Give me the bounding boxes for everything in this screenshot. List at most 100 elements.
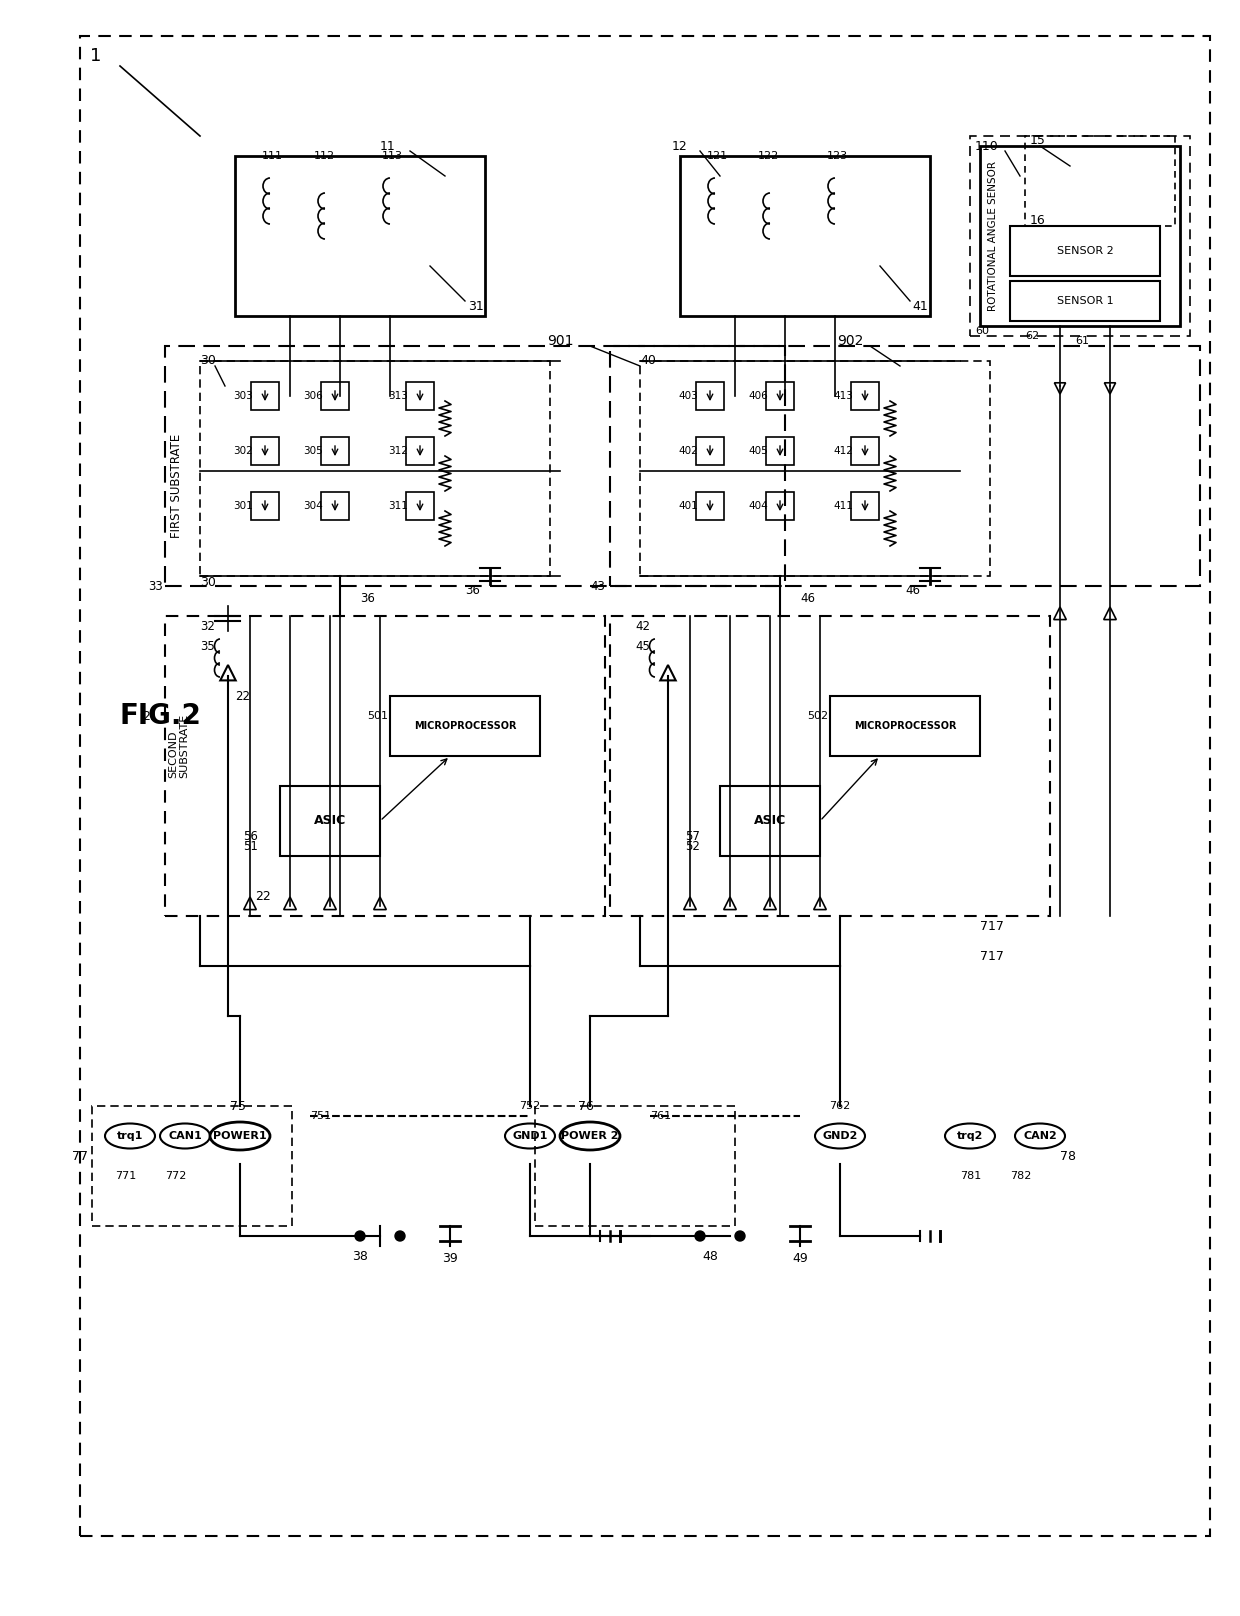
Text: SENSOR 1: SENSOR 1 [1056, 296, 1114, 305]
Bar [405, 381, 434, 410]
Text: POWER1: POWER1 [213, 1131, 267, 1141]
Text: 60: 60 [975, 326, 990, 336]
Ellipse shape [105, 1123, 155, 1149]
Ellipse shape [160, 1123, 210, 1149]
Text: 48: 48 [702, 1249, 718, 1262]
Text: FIG.2: FIG.2 [120, 701, 202, 730]
Text: ASIC: ASIC [754, 814, 786, 827]
Text: 761: 761 [650, 1112, 671, 1122]
Text: 62: 62 [1025, 331, 1039, 341]
Text: 501: 501 [367, 711, 388, 721]
Text: 304: 304 [303, 501, 322, 511]
Text: 717: 717 [980, 950, 1004, 963]
Text: 406: 406 [748, 391, 768, 401]
Bar [1011, 281, 1159, 322]
Text: trq1: trq1 [117, 1131, 143, 1141]
Text: 56: 56 [243, 829, 258, 842]
Circle shape [396, 1231, 405, 1241]
Text: 52: 52 [686, 839, 701, 853]
Bar [165, 616, 605, 916]
Text: 57: 57 [686, 829, 701, 842]
Text: 311: 311 [388, 501, 408, 511]
Text: 32: 32 [200, 619, 215, 632]
Bar [405, 491, 434, 520]
Bar [534, 1105, 735, 1227]
Text: 762: 762 [830, 1100, 851, 1112]
Text: 41: 41 [911, 299, 928, 312]
Text: 113: 113 [382, 150, 403, 162]
Text: 12: 12 [672, 139, 688, 152]
Text: 110: 110 [975, 139, 998, 152]
Text: 51: 51 [243, 839, 258, 853]
Text: 902: 902 [837, 335, 863, 347]
Bar [391, 696, 539, 756]
Text: 717: 717 [980, 920, 1004, 932]
Text: 301: 301 [233, 501, 253, 511]
Bar [696, 436, 724, 465]
Bar [980, 145, 1180, 326]
Text: 75: 75 [229, 1099, 246, 1112]
Text: 42: 42 [635, 619, 650, 632]
Bar [236, 157, 485, 317]
Text: 312: 312 [388, 446, 408, 456]
Bar [250, 436, 279, 465]
Text: 112: 112 [314, 150, 335, 162]
Ellipse shape [1016, 1123, 1065, 1149]
Text: 22: 22 [255, 889, 270, 902]
Bar [680, 157, 930, 317]
Text: 772: 772 [165, 1172, 186, 1181]
Bar [851, 436, 879, 465]
Bar [250, 381, 279, 410]
Text: 39: 39 [443, 1251, 458, 1264]
Text: 306: 306 [303, 391, 322, 401]
Text: 43: 43 [590, 580, 605, 593]
Bar [720, 785, 820, 856]
Text: 401: 401 [678, 501, 698, 511]
Text: 15: 15 [1030, 134, 1045, 147]
Bar [696, 381, 724, 410]
Ellipse shape [560, 1122, 620, 1151]
Text: CAN1: CAN1 [169, 1131, 202, 1141]
Text: 46: 46 [800, 591, 815, 604]
Bar [1011, 226, 1159, 276]
Text: 21: 21 [143, 709, 157, 722]
Text: 76: 76 [578, 1099, 594, 1112]
Text: 33: 33 [149, 580, 162, 593]
Text: 402: 402 [678, 446, 698, 456]
Circle shape [355, 1231, 365, 1241]
Text: 16: 16 [1030, 215, 1045, 228]
Text: trq2: trq2 [957, 1131, 983, 1141]
Text: 782: 782 [1011, 1172, 1032, 1181]
Bar [970, 136, 1190, 336]
Text: 40: 40 [640, 354, 656, 367]
Text: 77: 77 [72, 1149, 88, 1162]
Bar [165, 346, 785, 587]
Text: GND2: GND2 [822, 1131, 858, 1141]
Text: 403: 403 [678, 391, 698, 401]
Text: 78: 78 [1060, 1149, 1076, 1162]
Bar [92, 1105, 291, 1227]
Text: 303: 303 [233, 391, 253, 401]
Text: CAN2: CAN2 [1023, 1131, 1056, 1141]
Text: 404: 404 [748, 501, 768, 511]
Bar [851, 381, 879, 410]
Text: MICROPROCESSOR: MICROPROCESSOR [414, 721, 516, 730]
Text: 1: 1 [91, 47, 102, 65]
Text: 123: 123 [827, 150, 848, 162]
Ellipse shape [945, 1123, 994, 1149]
Text: 752: 752 [520, 1100, 541, 1112]
Text: 781: 781 [960, 1172, 981, 1181]
Text: 502: 502 [807, 711, 828, 721]
Ellipse shape [505, 1123, 556, 1149]
Text: 36: 36 [360, 591, 374, 604]
Bar [766, 491, 794, 520]
Text: 11: 11 [379, 139, 396, 152]
Text: 121: 121 [707, 150, 728, 162]
Text: 45: 45 [635, 640, 650, 653]
Text: SENSOR 2: SENSOR 2 [1056, 246, 1114, 255]
Bar [851, 491, 879, 520]
Bar [610, 346, 1200, 587]
Bar [696, 491, 724, 520]
Text: SECOND
SUBSTRATE: SECOND SUBSTRATE [167, 714, 190, 779]
Text: 901: 901 [547, 335, 573, 347]
